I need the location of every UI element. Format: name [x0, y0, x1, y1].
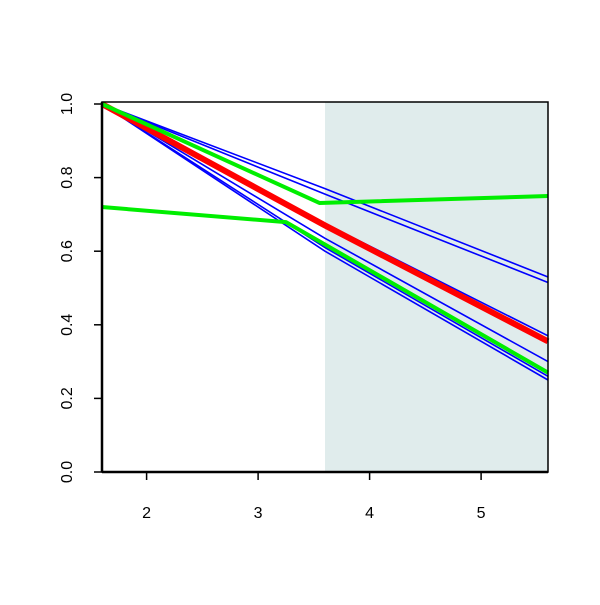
series-line: [101, 102, 549, 205]
series-line: [101, 103, 549, 284]
series-line: [101, 205, 549, 375]
series-line: [101, 103, 549, 363]
x-tick-label: 5: [477, 505, 486, 522]
x-tick-label: 2: [142, 505, 151, 522]
series-line: [100, 101, 550, 345]
x-tick-label: 4: [365, 505, 374, 522]
shaded-region: [325, 102, 548, 472]
y-tick-label: 0.2: [59, 387, 76, 409]
series-line: [101, 103, 549, 278]
y-tick-label: 1.0: [59, 93, 76, 115]
y-tick-label: 0.6: [59, 240, 76, 262]
series-line: [101, 103, 549, 381]
y-tick-label: 0.8: [59, 166, 76, 188]
y-tick-label: 0.4: [59, 314, 76, 336]
y-tick-label: 0.0: [59, 461, 76, 483]
series-line: [101, 103, 549, 378]
x-tick-label: 3: [254, 505, 263, 522]
